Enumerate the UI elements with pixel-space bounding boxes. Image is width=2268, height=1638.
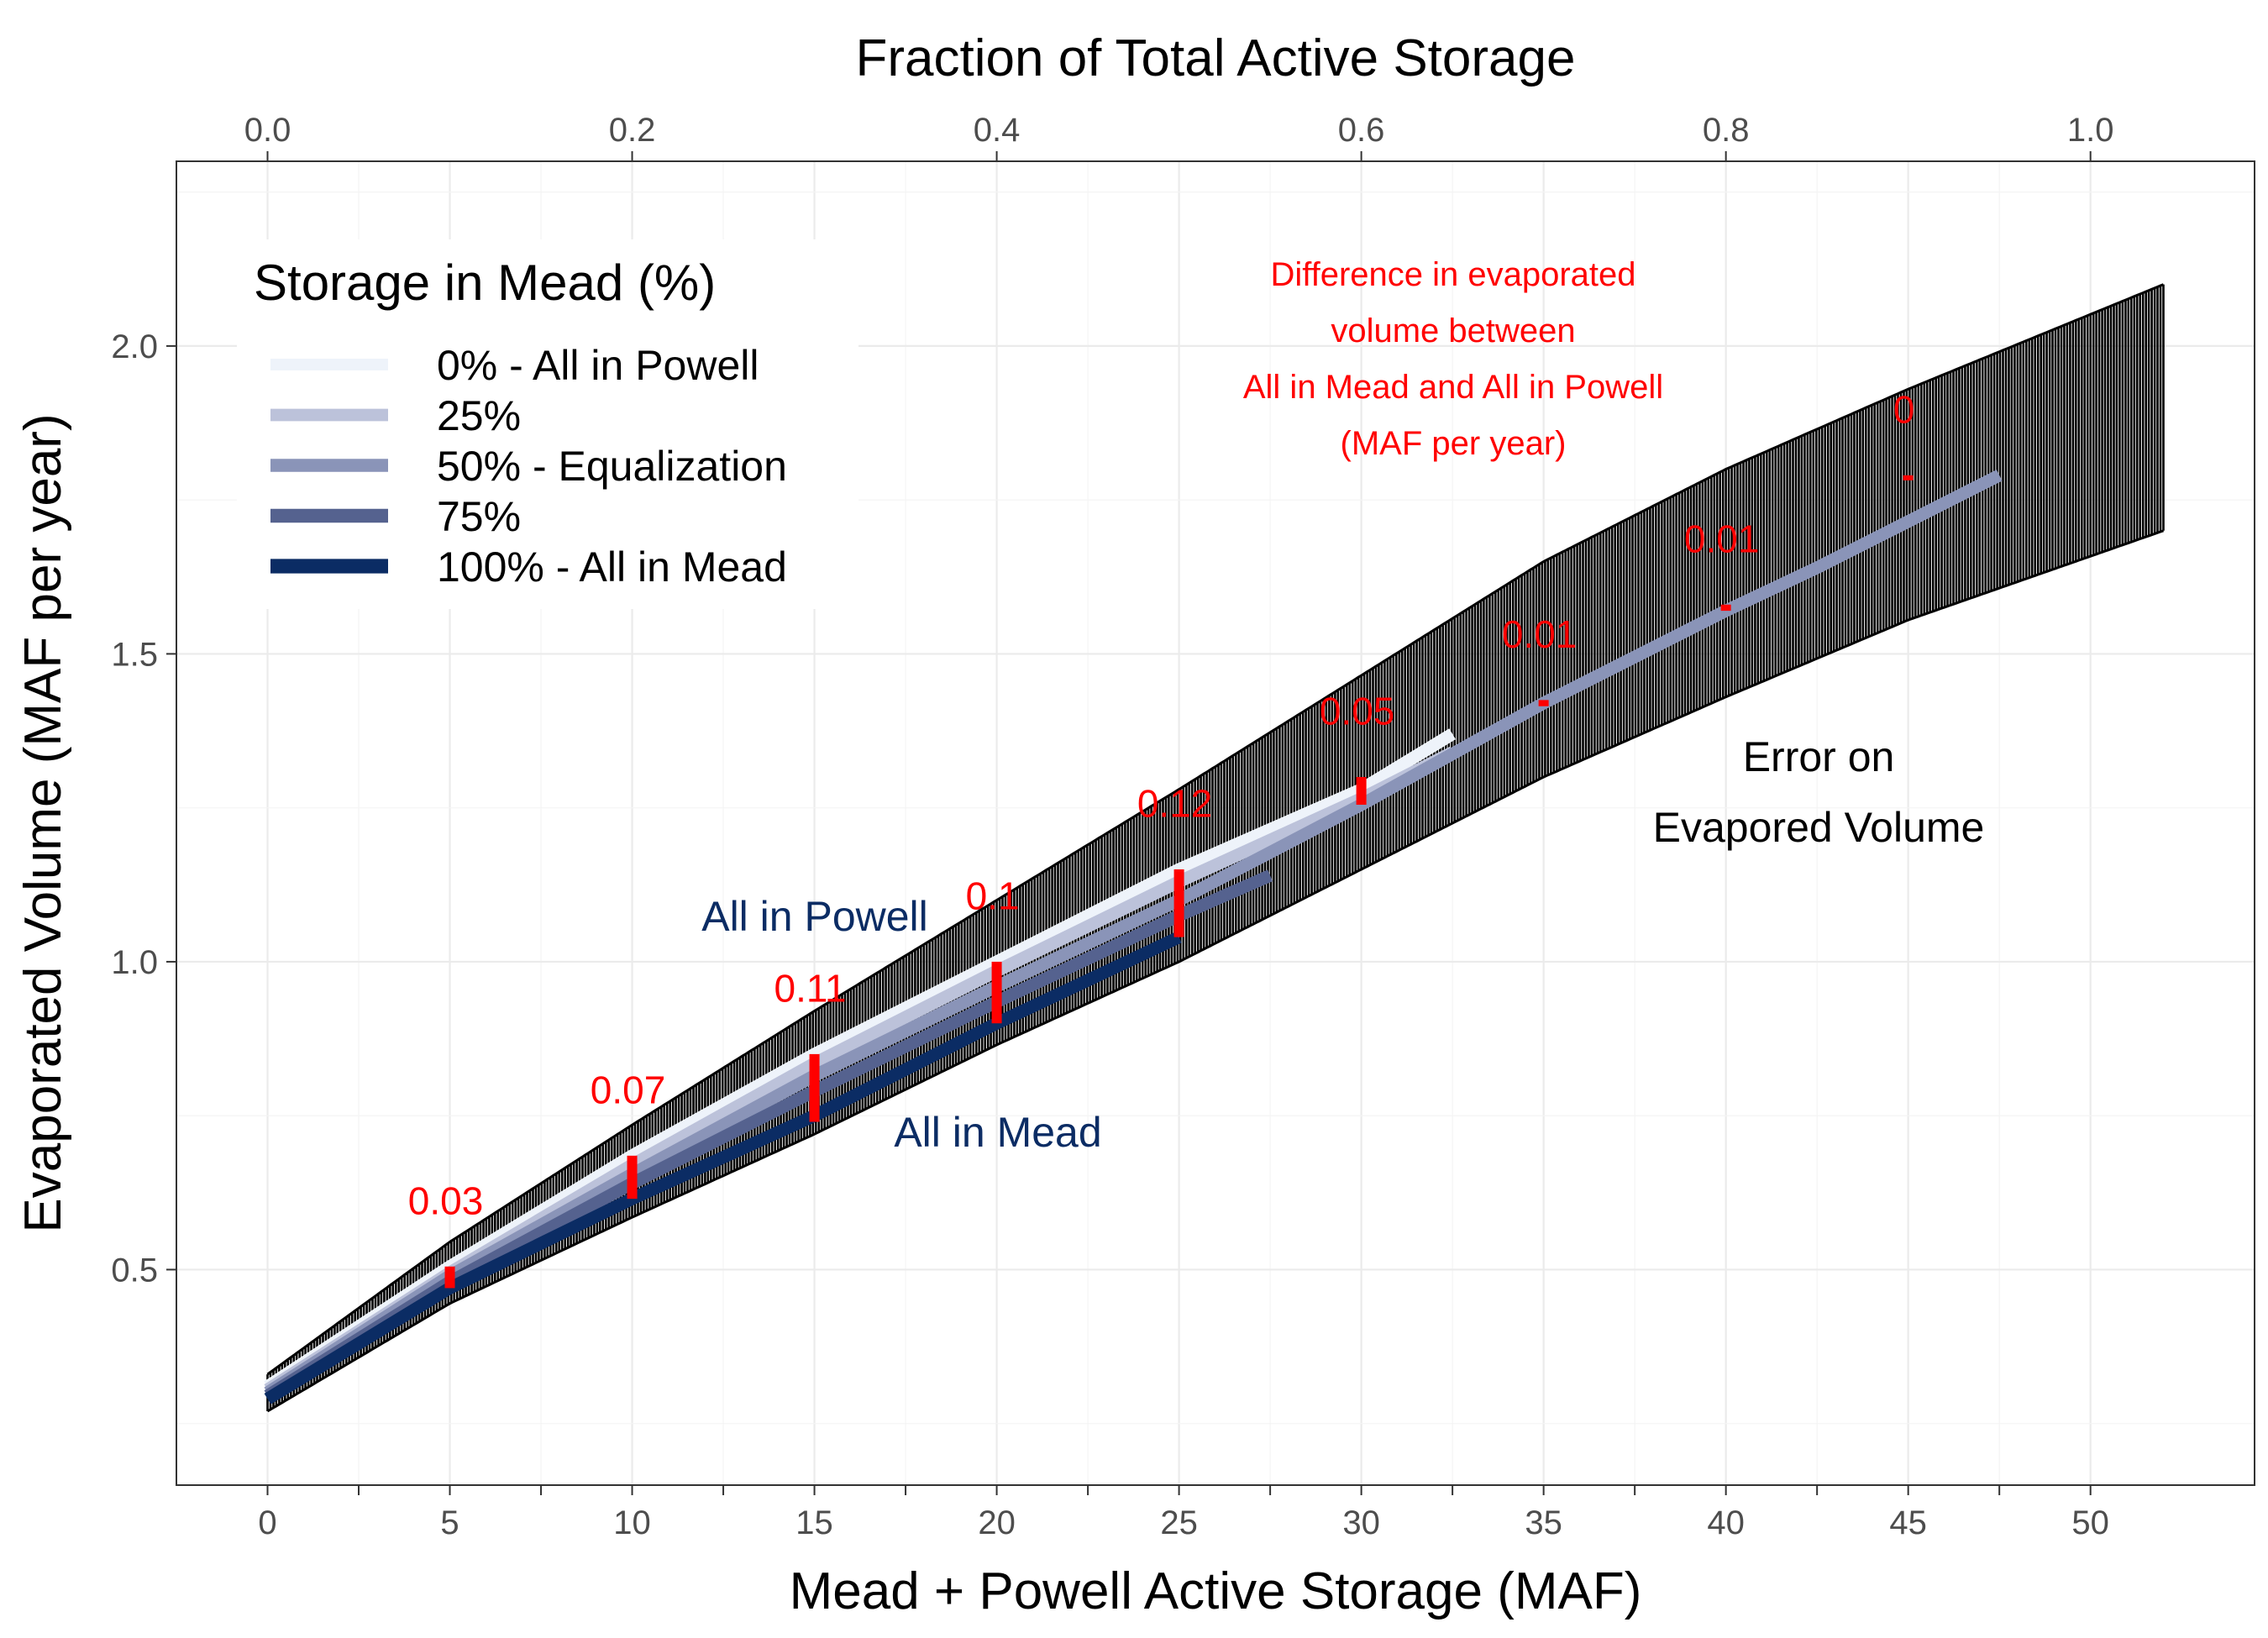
y-tick-label: 2.0 bbox=[111, 328, 158, 365]
series-line bbox=[264, 931, 1182, 1404]
x-tick-label: 5 bbox=[440, 1504, 459, 1541]
difference-note: Difference in evaporated volume between … bbox=[1243, 256, 1663, 462]
legend-background bbox=[237, 239, 858, 609]
x-tick-label: 20 bbox=[978, 1504, 1016, 1541]
difference-bar bbox=[1903, 475, 1914, 480]
legend-label: 75% bbox=[437, 493, 521, 540]
error-band-label: Evapored Volume bbox=[1653, 804, 1985, 851]
y-tick-label: 1.5 bbox=[111, 636, 158, 673]
difference-bar bbox=[1720, 604, 1731, 612]
x2-tick-label: 0.4 bbox=[974, 112, 1021, 149]
difference-label: 0 bbox=[1893, 388, 1915, 432]
axes: 0 5 10 15 20 25 30 35 40 45 50 0.5 1.0 1.5 2.0 0.0 0.2 0.… bbox=[111, 112, 2113, 1541]
difference-note-line: Difference in evaporated bbox=[1270, 256, 1635, 293]
difference-bar bbox=[1538, 700, 1549, 706]
legend-label: 50% - Equalization bbox=[437, 443, 787, 490]
legend: Storage in Mead (%) 0% - All in Powell25… bbox=[237, 239, 858, 609]
difference-bar bbox=[991, 961, 1002, 1024]
legend-label: 0% - All in Powell bbox=[437, 342, 759, 389]
difference-note-line: (MAF per year) bbox=[1341, 425, 1567, 462]
difference-bar bbox=[1173, 869, 1184, 937]
x-tick-label: 0 bbox=[258, 1504, 276, 1541]
x-tick-label: 10 bbox=[613, 1504, 651, 1541]
difference-note-line: volume between bbox=[1331, 312, 1575, 349]
difference-label: 0.12 bbox=[1137, 782, 1213, 826]
difference-bar bbox=[1356, 777, 1367, 806]
error-band-upper-edge bbox=[266, 283, 2165, 1376]
difference-label: 0.05 bbox=[1320, 690, 1395, 733]
difference-bar bbox=[627, 1155, 638, 1200]
panel-border bbox=[176, 160, 2255, 1486]
x2-tick-label: 0.6 bbox=[1338, 112, 1385, 149]
x-tick-label: 30 bbox=[1342, 1504, 1380, 1541]
difference-label: 0.07 bbox=[591, 1068, 666, 1112]
x-tick-label: 50 bbox=[2071, 1504, 2109, 1541]
x-tick-label: 45 bbox=[1889, 1504, 1927, 1541]
y-tick-label: 0.5 bbox=[111, 1252, 158, 1289]
x-tick-label: 35 bbox=[1525, 1504, 1562, 1541]
x-tick-label: 25 bbox=[1160, 1504, 1198, 1541]
all-in-mead-label: All in Mead bbox=[894, 1109, 1101, 1156]
error-band-label: Error on bbox=[1743, 733, 1895, 780]
legend-label: 25% bbox=[437, 392, 521, 439]
all-in-powell-label: All in Powell bbox=[701, 893, 928, 940]
x2-tick-label: 0.2 bbox=[609, 112, 656, 149]
difference-note-line: All in Mead and All in Powell bbox=[1243, 369, 1663, 406]
x-tick-label: 15 bbox=[795, 1504, 833, 1541]
difference-label: 0.1 bbox=[966, 874, 1020, 918]
x-tick-label: 40 bbox=[1707, 1504, 1745, 1541]
difference-bar bbox=[809, 1053, 820, 1122]
x2-tick-label: 0.0 bbox=[244, 112, 291, 149]
difference-label: 0.01 bbox=[1502, 612, 1578, 656]
x2-axis-title: Fraction of Total Active Storage bbox=[856, 29, 1576, 87]
difference-bars: 0.03 0.07 0.11 0.1 0.12 0.05 0.01 0.01 0 bbox=[408, 388, 1915, 1289]
error-band-lower-edge bbox=[266, 529, 2164, 1413]
y-axis-title: Evaporated Volume (MAF per year) bbox=[14, 413, 72, 1232]
x2-tick-label: 1.0 bbox=[2067, 112, 2114, 149]
x-axis-title: Mead + Powell Active Storage (MAF) bbox=[790, 1562, 1642, 1620]
difference-bar bbox=[444, 1266, 455, 1289]
x2-tick-label: 0.8 bbox=[1703, 112, 1750, 149]
difference-label: 0.11 bbox=[774, 967, 846, 1011]
legend-title: Storage in Mead (%) bbox=[254, 255, 716, 311]
difference-label: 0.01 bbox=[1684, 517, 1760, 560]
difference-label: 0.03 bbox=[408, 1179, 484, 1222]
legend-label: 100% - All in Mead bbox=[437, 543, 787, 591]
y-tick-label: 1.0 bbox=[111, 944, 158, 981]
